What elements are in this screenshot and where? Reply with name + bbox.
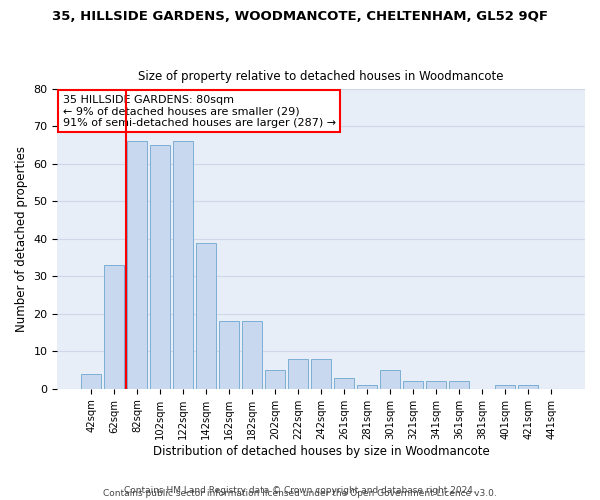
Bar — [427, 382, 446, 389]
Bar — [82, 374, 101, 389]
Bar — [496, 385, 515, 389]
Bar — [311, 359, 331, 389]
Bar — [151, 145, 170, 389]
Bar — [518, 385, 538, 389]
Bar — [289, 359, 308, 389]
Title: Size of property relative to detached houses in Woodmancote: Size of property relative to detached ho… — [139, 70, 504, 84]
Bar — [104, 265, 124, 389]
Bar — [380, 370, 400, 389]
Bar — [220, 322, 239, 389]
Bar — [127, 142, 147, 389]
Bar — [196, 242, 216, 389]
Text: 35 HILLSIDE GARDENS: 80sqm
← 9% of detached houses are smaller (29)
91% of semi-: 35 HILLSIDE GARDENS: 80sqm ← 9% of detac… — [62, 95, 336, 128]
Bar — [265, 370, 285, 389]
Bar — [242, 322, 262, 389]
Bar — [173, 142, 193, 389]
Text: 35, HILLSIDE GARDENS, WOODMANCOTE, CHELTENHAM, GL52 9QF: 35, HILLSIDE GARDENS, WOODMANCOTE, CHELT… — [52, 10, 548, 23]
Bar — [334, 378, 354, 389]
Bar — [358, 385, 377, 389]
Bar — [403, 382, 423, 389]
Y-axis label: Number of detached properties: Number of detached properties — [15, 146, 28, 332]
X-axis label: Distribution of detached houses by size in Woodmancote: Distribution of detached houses by size … — [153, 444, 490, 458]
Text: Contains HM Land Registry data © Crown copyright and database right 2024.: Contains HM Land Registry data © Crown c… — [124, 486, 476, 495]
Bar — [449, 382, 469, 389]
Text: Contains public sector information licensed under the Open Government Licence v3: Contains public sector information licen… — [103, 488, 497, 498]
